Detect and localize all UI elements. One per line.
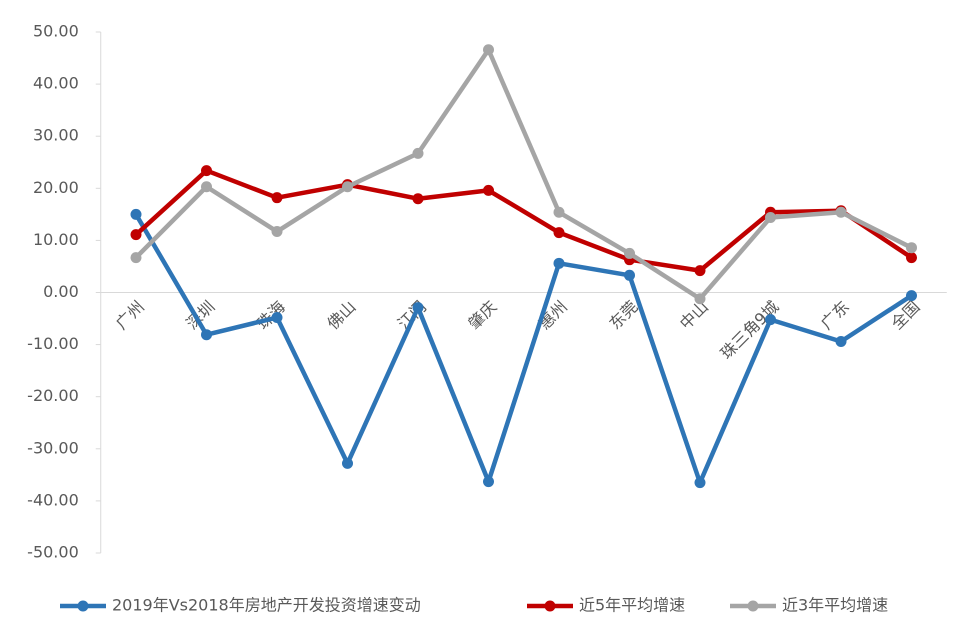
data-point — [553, 257, 565, 269]
data-point — [765, 314, 776, 326]
data-point — [694, 477, 706, 489]
series-line — [134, 47, 913, 302]
x-tick-label: 广州 — [112, 297, 148, 333]
y-tick-label: -30.00 — [27, 438, 79, 457]
x-tick-label: 肇庆 — [464, 297, 500, 333]
data-point — [342, 181, 353, 193]
data-point — [130, 229, 142, 241]
data-point — [694, 265, 706, 277]
y-tick-label: 20.00 — [33, 178, 79, 197]
data-point — [271, 312, 283, 324]
data-point — [271, 226, 283, 238]
data-point — [553, 206, 565, 218]
x-tick-label: 东莞 — [605, 297, 641, 333]
y-tick-label: 50.00 — [33, 22, 79, 41]
data-point — [553, 227, 565, 239]
y-tick-label: -50.00 — [27, 543, 79, 562]
data-point — [835, 206, 847, 218]
data-point — [624, 247, 635, 259]
data-point — [835, 335, 847, 347]
x-tick-label: 佛山 — [323, 297, 359, 333]
y-tick-label: -20.00 — [27, 386, 79, 405]
data-point — [906, 290, 917, 302]
data-point — [412, 193, 424, 205]
series-line — [134, 213, 913, 485]
data-point — [342, 457, 353, 469]
data-point — [130, 208, 142, 220]
y-tick-label: 30.00 — [33, 126, 79, 145]
data-point — [694, 293, 706, 305]
data-point — [271, 192, 283, 204]
y-tick-label: -40.00 — [27, 490, 79, 509]
series-line — [134, 168, 913, 273]
legend-label: 2019年Vs2018年房地产开发投资增速变动 — [112, 596, 421, 615]
x-tick-label: 珠三角9城 — [717, 297, 783, 363]
legend-label: 近3年平均增速 — [782, 596, 888, 615]
data-point — [624, 269, 635, 281]
data-point — [412, 147, 424, 159]
data-point — [412, 302, 424, 314]
x-tick-label: 全国 — [887, 297, 923, 333]
data-point — [201, 165, 212, 177]
data-point — [201, 329, 212, 341]
x-tick-label: 广东 — [817, 297, 853, 333]
legend-marker — [747, 600, 759, 612]
data-point — [765, 211, 776, 223]
y-tick-label: 10.00 — [33, 230, 79, 249]
legend-marker — [77, 600, 89, 612]
data-point — [483, 476, 494, 488]
y-tick-label: 0.00 — [43, 282, 79, 301]
data-point — [201, 181, 212, 193]
y-tick-label: -10.00 — [27, 334, 79, 353]
x-tick-label: 中山 — [676, 297, 712, 333]
legend-marker — [544, 600, 556, 612]
data-point — [130, 252, 142, 264]
data-point — [483, 184, 494, 196]
data-point — [906, 242, 917, 254]
y-tick-label: 40.00 — [33, 74, 79, 93]
data-point — [906, 252, 917, 264]
data-point — [483, 44, 494, 56]
legend-label: 近5年平均增速 — [579, 596, 685, 615]
